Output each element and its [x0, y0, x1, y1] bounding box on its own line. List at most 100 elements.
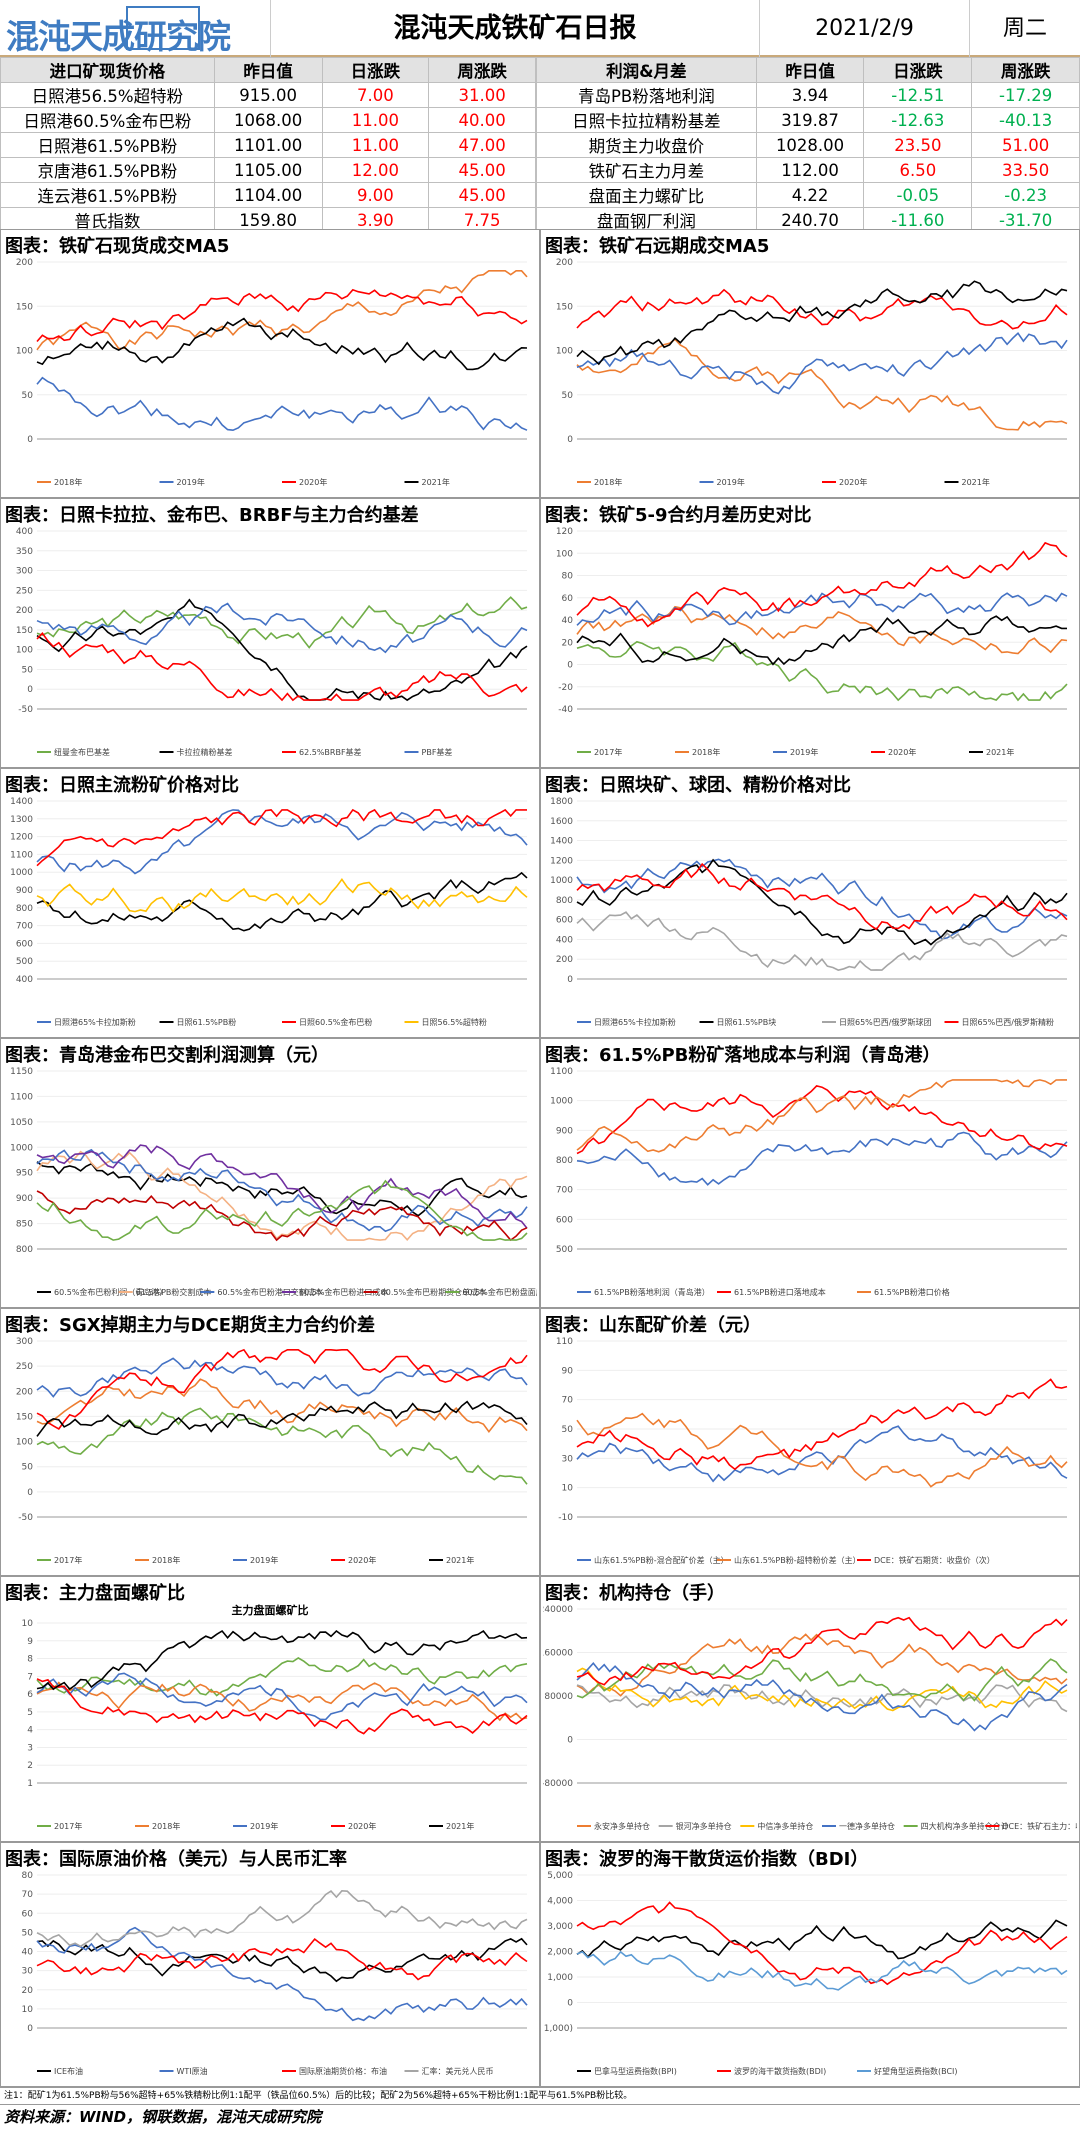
y-tick-label: 80 — [22, 1871, 34, 1881]
report-title: 混沌天成铁矿石日报 — [270, 0, 760, 57]
y-tick-label: 110 — [556, 1337, 573, 1347]
table-row: 日照港61.5%PB粉 1101.00 11.00 47.00 — [0, 132, 536, 158]
y-tick-label: 150 — [16, 302, 33, 312]
table-cell: -31.70 — [971, 207, 1080, 233]
chart-title: 图表：铁矿石现货成交MA5 — [5, 236, 230, 257]
series-line — [36, 1926, 528, 2022]
y-tick-label: 200 — [556, 955, 573, 965]
row-label: 连云港61.5%PB粉 — [0, 182, 215, 208]
series-line — [576, 280, 1068, 366]
legend-label: 2019年 — [790, 747, 818, 757]
y-tick-label: 900 — [556, 1126, 573, 1136]
column-header: 昨日值 — [213, 57, 323, 83]
chart-title: 图表：波罗的海干散货运价指数（BDI） — [545, 1849, 869, 1870]
series-line — [36, 871, 528, 932]
y-tick-label: (1,000) — [543, 2024, 573, 2034]
y-tick-label: 0 — [27, 685, 33, 695]
legend-label: 日照56.5%超特粉 — [422, 1017, 487, 1027]
legend-label: 61.5%PB粉交割成本 — [136, 1287, 212, 1297]
y-tick-label: 400 — [16, 975, 33, 985]
chart-canvas: -10 10 30 50 70 90 110 山东61.5%PB粉-混合配矿价差（主） 山东61… — [556, 1337, 1068, 1565]
table-cell: 1101.00 — [213, 132, 323, 158]
series-line — [36, 317, 528, 371]
legend-label: 2020年 — [839, 477, 867, 487]
series-line — [36, 1400, 528, 1437]
legend-label: 2018年 — [152, 1555, 180, 1565]
series-line — [36, 1407, 528, 1485]
legend-label: DCE：铁矿石期货：收盘价（次） — [874, 1555, 995, 1565]
column-header: 进口矿现货价格 — [0, 57, 215, 83]
chart-title: 图表：日照块矿、球团、精粉价格对比 — [545, 775, 851, 796]
series-line — [36, 1161, 528, 1217]
chart-panel: 图表：铁矿石现货成交MA5 0 50 100 150 200 2018年 2019年 2020年… — [0, 229, 540, 498]
y-tick-label: 40 — [22, 1948, 34, 1958]
table-row: 盘面主力螺矿比 4.22 -0.05 -0.23 — [536, 182, 1080, 208]
legend-label: 好望角型运费指数(BCI) — [874, 2066, 958, 2076]
legend-label: 国际原油期货价格：布油 — [299, 2066, 387, 2076]
series-line — [576, 911, 1068, 971]
series-line — [576, 1658, 1068, 1702]
chart-canvas: 500 600 700 800 900 1000 1100 61.5%PB粉落地利润（青岛港）… — [550, 1067, 1068, 1297]
y-tick-label: 600 — [16, 939, 33, 949]
series-line — [576, 1950, 1068, 1991]
y-tick-label: 150 — [16, 626, 33, 636]
table-cell: 6.50 — [863, 157, 973, 183]
legend-label: 四大机构净多单持仓合计 — [921, 1821, 1009, 1831]
y-tick-label: 1000 — [550, 1097, 573, 1107]
chart-canvas: 0 10 20 30 40 50 60 70 80 ICE布油 WTI原油 国际原油期货价格：布油 汇率… — [22, 1871, 528, 2076]
y-tick-label: 20 — [22, 1986, 34, 1996]
legend-label: 2019年 — [177, 477, 205, 487]
table-row: 期货主力收盘价 1028.00 23.50 51.00 — [536, 132, 1080, 158]
table-row: 青岛PB粉落地利润 3.94 -12.51 -17.29 — [536, 82, 1080, 108]
legend-label: 2020年 — [348, 1821, 376, 1831]
y-tick-label: 1000 — [10, 1143, 33, 1153]
y-tick-label: 5,000 — [547, 1871, 573, 1881]
y-tick-label: 4,000 — [547, 1897, 573, 1907]
y-tick-label: 300 — [16, 1337, 33, 1347]
table-cell: -40.13 — [971, 107, 1080, 133]
series-line — [36, 376, 528, 432]
series-line — [36, 1681, 528, 1722]
chart-panel: 图表：日照块矿、球团、精粉价格对比 0 200 400 600 800 1000 1200 14… — [540, 768, 1080, 1038]
report-date: 2021/2/9 — [760, 0, 970, 57]
y-tick-label: 0 — [567, 435, 573, 445]
y-tick-label: 6 — [27, 1690, 33, 1700]
logo-box — [126, 6, 200, 50]
legend-label: 银河净多单持仓 — [676, 1821, 732, 1831]
series-line — [36, 1937, 528, 1983]
table-row: 日照卡拉拉精粉基差 319.87 -12.63 -40.13 — [536, 107, 1080, 133]
y-tick-label: 350 — [16, 547, 33, 557]
table-cell: 45.00 — [428, 157, 536, 183]
series-line — [576, 1085, 1068, 1155]
y-tick-label: 8 — [27, 1655, 33, 1665]
legend-label: 61.5%PB粉落地利润（青岛港） — [594, 1287, 710, 1297]
chart-title: 图表：日照卡拉拉、金布巴、BRBF与主力合约基差 — [5, 505, 419, 526]
legend-label: ICE布油 — [54, 2066, 83, 2076]
chart-title: 图表：机构持仓（手） — [545, 1583, 725, 1604]
y-tick-label: 40 — [562, 616, 574, 626]
y-tick-label: 1100 — [550, 1067, 573, 1077]
table-cell: 1105.00 — [213, 157, 323, 183]
y-tick-label: 0 — [567, 1736, 573, 1746]
series-line — [36, 1937, 528, 1981]
legend-label: 2017年 — [54, 1821, 82, 1831]
table-cell: 159.80 — [213, 207, 323, 233]
y-tick-label: 200 — [16, 606, 33, 616]
y-tick-label: 900 — [16, 1194, 33, 1204]
y-tick-label: 60 — [562, 594, 574, 604]
legend-label: 2018年 — [594, 477, 622, 487]
y-tick-label: 800 — [16, 1245, 33, 1255]
chart-title: 图表：铁矿石远期成交MA5 — [545, 236, 770, 257]
table-cell: -12.51 — [863, 82, 973, 108]
legend-label: 2020年 — [299, 477, 327, 487]
y-tick-label: 800 — [16, 904, 33, 914]
y-tick-label: 800 — [556, 1156, 573, 1166]
y-tick-label: 0 — [567, 1999, 573, 2009]
y-tick-label: 1200 — [10, 833, 33, 843]
y-tick-label: -10 — [558, 1513, 573, 1523]
table-cell: 1068.00 — [213, 107, 323, 133]
footnote: 注1：配矿1为61.5%PB粉与56%超特+65%铁精粉比例1:1配平（铁品位6… — [0, 2087, 1080, 2103]
y-tick-label: 30 — [562, 1454, 574, 1464]
y-tick-label: 5 — [27, 1708, 33, 1718]
table-row: 铁矿石主力月差 112.00 6.50 33.50 — [536, 157, 1080, 183]
